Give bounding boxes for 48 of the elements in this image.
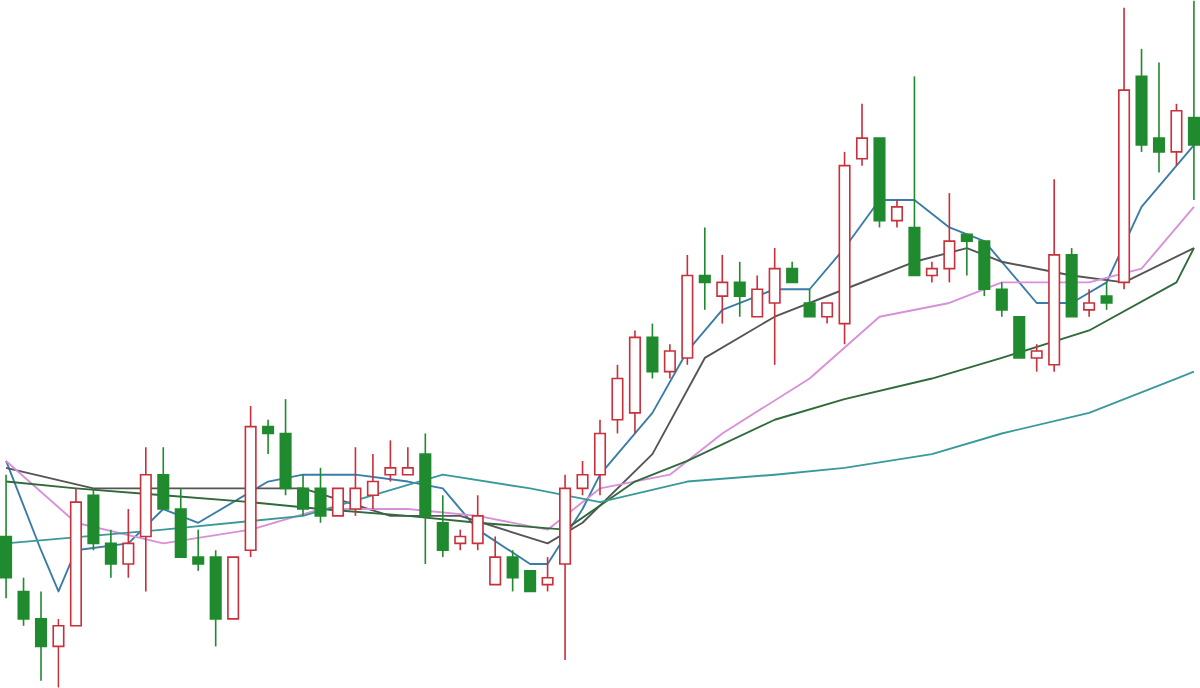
- candlestick: [1170, 102, 1183, 167]
- candlestick: [943, 192, 956, 284]
- candlestick: [803, 288, 816, 318]
- candlestick: [436, 494, 449, 558]
- candlestick: [821, 301, 834, 325]
- candlestick: [768, 247, 781, 366]
- candlestick: [646, 322, 659, 380]
- candlestick: [157, 446, 170, 510]
- candlestick: [890, 198, 904, 229]
- candlestick: [1083, 288, 1096, 318]
- candlestick: [314, 466, 327, 524]
- candlestick: [995, 281, 1008, 318]
- candlestick: [786, 260, 799, 284]
- candlestick: [34, 590, 48, 682]
- candlestick: [576, 459, 589, 496]
- candlestick: [349, 446, 362, 517]
- candlestick: [855, 102, 869, 167]
- candlestick: [384, 439, 397, 483]
- candlestick: [524, 569, 537, 593]
- candlestick: [1030, 343, 1043, 373]
- candlestick: [401, 446, 414, 476]
- candlestick: [192, 528, 205, 572]
- candlestick: [296, 473, 310, 517]
- candlestick: [471, 494, 484, 551]
- candlestick: [506, 549, 519, 593]
- candlestick: [52, 617, 65, 688]
- candlestick: [454, 528, 467, 551]
- candlestick: [104, 528, 117, 579]
- candlestick: [663, 343, 676, 380]
- candlestick: [541, 556, 554, 593]
- candlestick: [489, 535, 502, 586]
- candlestick: [1013, 315, 1026, 359]
- candlestick: [0, 473, 13, 599]
- candlestick: [960, 233, 973, 277]
- candlestick: [366, 453, 379, 510]
- candlestick: [262, 418, 275, 455]
- candlestick: [1100, 281, 1113, 311]
- candlestick: [17, 576, 30, 627]
- candlestick: [751, 274, 764, 318]
- candlestick: [122, 508, 135, 579]
- candlestick: [593, 418, 607, 496]
- candlestick: [611, 363, 624, 435]
- candlestick: [716, 253, 729, 325]
- candlestick: [1152, 61, 1166, 174]
- candlestick: [331, 487, 345, 517]
- candlestick: [925, 260, 938, 284]
- candlestick: [698, 226, 711, 311]
- candlestick: [733, 260, 746, 318]
